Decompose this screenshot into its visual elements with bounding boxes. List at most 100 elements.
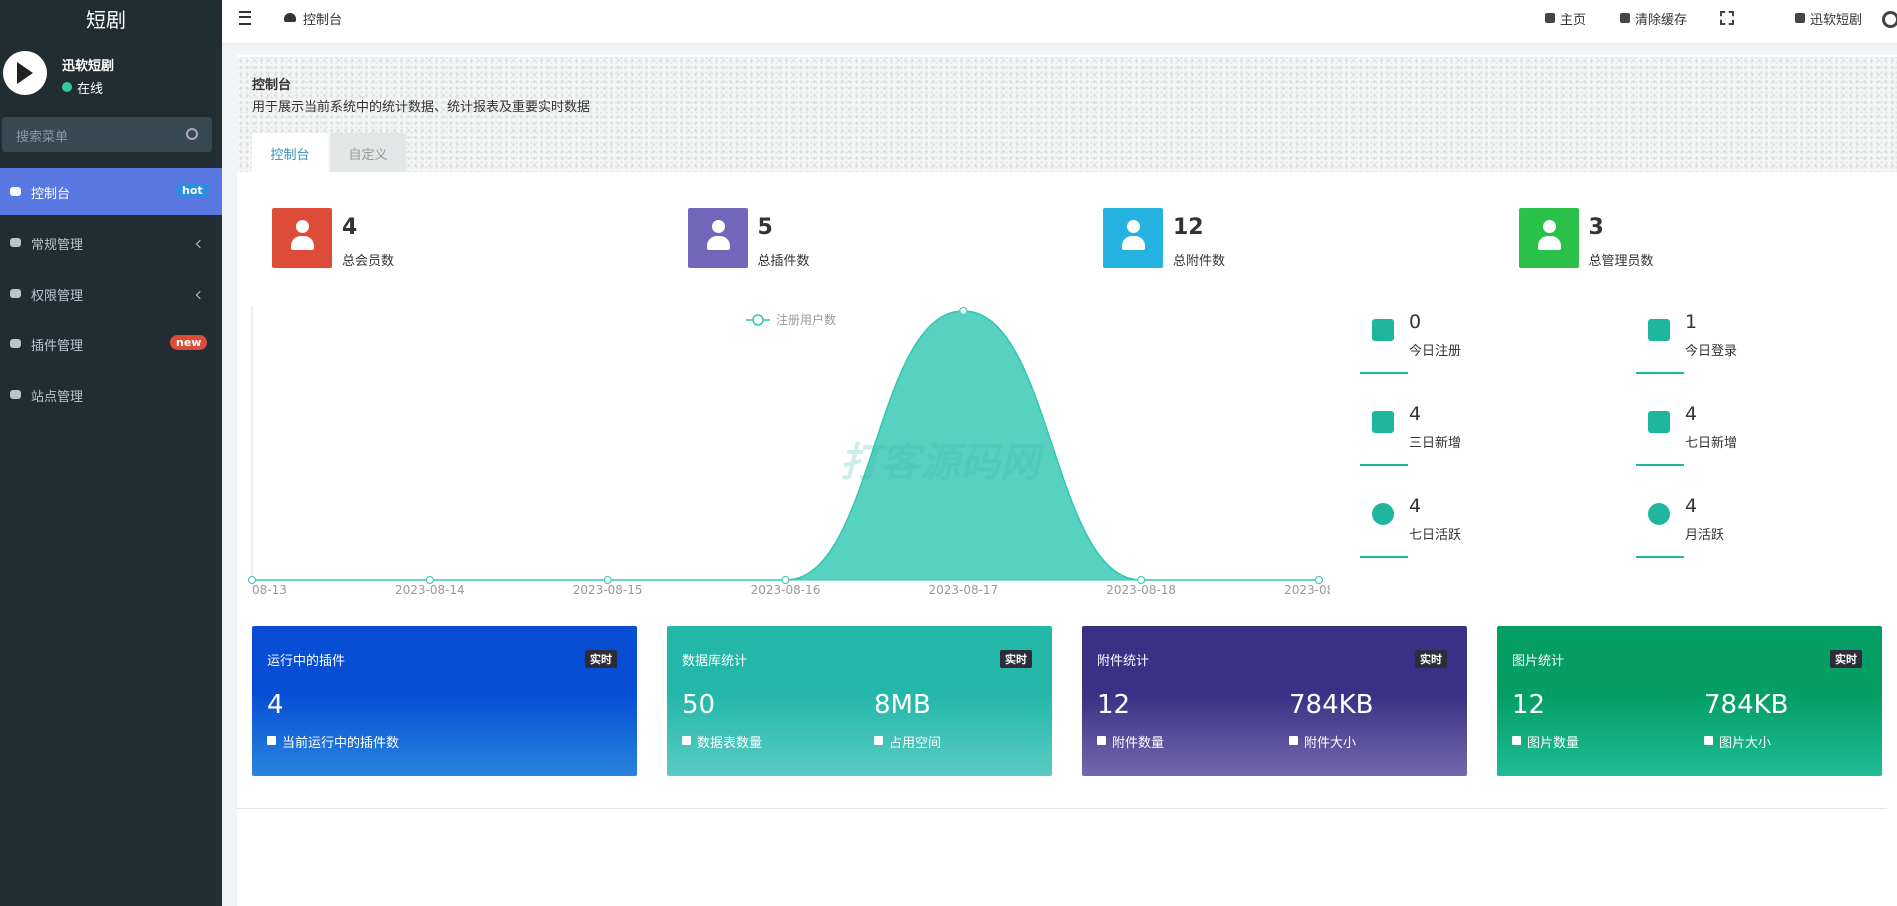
mini-stat-icon [1648, 319, 1670, 341]
card [1082, 626, 1467, 776]
stat-value: 4 [342, 215, 358, 240]
stat-icon-head [1542, 220, 1556, 233]
card-value: 50 [682, 690, 716, 720]
point [781, 576, 790, 584]
stat-icon-body [1122, 236, 1145, 250]
menu-item[interactable]: 控制台 [31, 187, 71, 202]
search-box[interactable] [2, 117, 212, 152]
card-value: 4 [267, 690, 284, 720]
card-label: 附件数量 [1112, 736, 1165, 751]
point [603, 576, 612, 584]
card-label-icon [1289, 736, 1298, 745]
topbar-link[interactable]: 迅软短剧 [1810, 13, 1863, 28]
x-tick-label: 2023-08-19 [1284, 583, 1340, 597]
chart: 2023-08-13 2023-08-14 2023-08-15 2023-08-16… [240, 306, 1340, 597]
card-value: 784KB [1289, 690, 1374, 720]
topbar-link[interactable]: 主页 [1560, 13, 1587, 28]
breadcrumb-icon [284, 13, 296, 22]
card-label: 当前运行中的插件数 [282, 736, 400, 751]
x-tick-label: 2023-08-18 [1106, 583, 1176, 597]
stat-icon-head [711, 220, 725, 233]
card [667, 626, 1052, 776]
search-icon[interactable] [186, 128, 198, 140]
tab[interactable] [252, 133, 328, 172]
mini-stat-underline [1636, 372, 1684, 374]
fullscreen-btn[interactable] [1720, 11, 1734, 25]
mini-stat-label: 今日登录 [1685, 344, 1738, 359]
topbar-icon [1620, 13, 1630, 23]
menu-item[interactable]: 权限管理 [31, 288, 84, 304]
mini-stat-underline [1360, 372, 1408, 374]
mini-stat-icon [1372, 319, 1394, 341]
mini-stat-value: 4 [1685, 403, 1698, 425]
card-value: 12 [1097, 690, 1131, 720]
settings-btn[interactable] [1882, 11, 1897, 28]
stat-label: 总插件数 [757, 254, 810, 269]
logo-title: 短剧 [86, 8, 126, 32]
mini-stat-label: 七日活跃 [1409, 528, 1462, 543]
page-header [237, 57, 1897, 172]
point [1315, 576, 1323, 584]
card-title: 附件统计 [1097, 654, 1150, 669]
online-dot [62, 82, 72, 92]
card-label: 附件大小 [1304, 736, 1357, 751]
mini-stat-label: 今日注册 [1409, 344, 1462, 359]
area [252, 311, 1319, 580]
menu-badge: new [170, 335, 208, 351]
card-title: 运行中的插件 [267, 654, 346, 669]
mini-stat-underline [1636, 556, 1684, 558]
card-label: 图片大小 [1719, 736, 1772, 751]
stat-label: 总管理员数 [1588, 254, 1654, 269]
card-label: 占用空间 [889, 736, 942, 751]
stat-label: 总附件数 [1173, 254, 1226, 269]
menu-icon [10, 187, 21, 196]
card-label-icon [1097, 736, 1106, 745]
stat-icon-body [1537, 236, 1561, 250]
topbar [222, 0, 1897, 44]
card-value: 8MB [874, 690, 931, 720]
mini-stat-value: 4 [1685, 495, 1698, 517]
card-title: 数据库统计 [682, 654, 748, 669]
x-tick-label: 2023-08-13 [240, 583, 287, 597]
mini-stat-label: 七日新增 [1685, 436, 1738, 451]
menu-toggle[interactable] [239, 11, 251, 25]
mini-stat-icon [1648, 503, 1670, 525]
menu-item[interactable]: 常规管理 [31, 237, 84, 253]
tab-label: 控制台 [270, 148, 310, 163]
legend-label: 注册用户数 [776, 312, 836, 327]
mini-stat-label: 三日新增 [1409, 436, 1462, 451]
stat-value: 5 [757, 215, 773, 240]
mini-stat-underline [1636, 464, 1684, 466]
mini-stat-value: 4 [1409, 495, 1422, 517]
mini-stat-value: 0 [1409, 311, 1422, 333]
mini-stat-icon [1372, 411, 1394, 433]
menu-item[interactable]: 插件管理 [31, 339, 84, 355]
topbar-icon [1795, 13, 1805, 23]
card-label-icon [874, 736, 883, 745]
stat-value: 3 [1588, 215, 1604, 240]
point [1137, 576, 1146, 584]
mini-stat-label: 月活跃 [1685, 528, 1725, 543]
mini-stat-value: 4 [1409, 403, 1422, 425]
point [425, 576, 434, 584]
legend-marker [752, 314, 764, 326]
topbar-link[interactable]: 清除缓存 [1635, 13, 1688, 28]
card-badge: 实时 [1830, 650, 1862, 668]
point [959, 307, 968, 315]
tab[interactable] [330, 133, 406, 172]
breadcrumb[interactable]: 控制台 [303, 13, 343, 28]
line [252, 310, 1319, 581]
menu-item[interactable]: 站点管理 [31, 390, 84, 406]
user-status: 在线 [77, 82, 104, 97]
x-tick-label: 2023-08-17 [928, 583, 998, 597]
watermark: 打客源码网 [840, 440, 1040, 486]
avatar-play [17, 62, 33, 84]
card [252, 626, 637, 776]
card-label: 图片数量 [1527, 736, 1580, 751]
card-label-icon [267, 736, 276, 745]
card-badge: 实时 [585, 650, 617, 668]
card-label-icon [1704, 736, 1713, 745]
stat-icon-body [291, 236, 314, 250]
mini-stat-icon [1648, 411, 1670, 433]
